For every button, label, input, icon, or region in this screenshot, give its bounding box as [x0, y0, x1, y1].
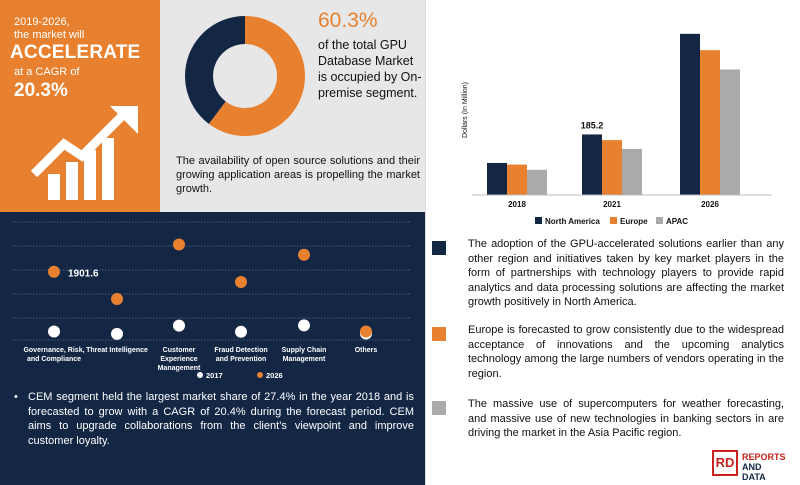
headline-big: ACCELERATE [10, 42, 141, 63]
bullet: • [14, 391, 18, 403]
category-label: Supply Chain [282, 347, 327, 354]
dot-2017-4 [298, 319, 310, 332]
dot-2017-3 [235, 325, 247, 338]
donut-percent: 60.3% [318, 9, 378, 32]
bar-APAC-2018 [527, 169, 547, 195]
dot-2017-1 [111, 327, 123, 340]
legend-label-North America: North America [545, 217, 600, 226]
category-label: Others [355, 347, 378, 354]
segment-panel [0, 212, 425, 485]
bar-North America-2021 [582, 134, 602, 195]
dot-2026-4 [298, 248, 310, 261]
cem-paragraph-text: CEM segment held the largest market shar… [28, 391, 414, 447]
x-tick-label: 2021 [603, 200, 621, 209]
europe-swatch [432, 327, 446, 341]
cem-paragraph: • CEM segment held the largest market sh… [14, 390, 414, 448]
category-label: Management [158, 365, 201, 372]
segment-dot-chart: 1901.6 Governance, Risk, and Compliance Thr… [12, 221, 410, 380]
headline-line1: 2019-2026, [14, 16, 70, 28]
bar-APAC-2021 [622, 148, 642, 195]
bar-North America-2026 [680, 33, 700, 196]
dot-2026-1 [111, 293, 123, 306]
growth-arrow-icon [30, 106, 138, 200]
logo-line1: REPORTS [742, 452, 786, 462]
logo-line2: AND DATA [742, 462, 766, 482]
bar-Europe-2026 [700, 50, 720, 195]
bar-Europe-2021 [602, 140, 622, 195]
legend-swatch-North America [535, 217, 542, 224]
donut-slice [208, 16, 305, 136]
point-north-america: The adoption of the GPU-accelerated solu… [432, 237, 784, 309]
headline-line2: the market will [14, 29, 85, 41]
donut-description: of the total GPU Database Market is occu… [318, 38, 422, 100]
logo-mark: RD [712, 450, 738, 476]
x-tick-label: 2026 [701, 200, 719, 209]
reports-and-data-logo[interactable]: RD REPORTS AND DATA [712, 450, 786, 482]
headline-years: 2019-2026, the market will [14, 16, 154, 42]
dot-2017-0 [48, 325, 60, 338]
category-label: and Compliance [27, 356, 81, 363]
dot-2026-0 [48, 265, 60, 278]
legend-swatch-2026 [257, 372, 263, 378]
category-label: and Prevention [216, 356, 267, 363]
legend-swatch-APAC [656, 217, 663, 224]
y-axis-label: Dollars (In Million) [462, 82, 469, 138]
europe-text: Europe is forecasted to grow consistentl… [468, 324, 784, 380]
north-america-swatch [432, 241, 446, 255]
logo-text: REPORTS AND DATA [742, 452, 786, 482]
category-label: Threat Intelligence [86, 347, 148, 354]
dot-2026-3 [235, 276, 247, 288]
dot-2026-5 [360, 325, 372, 338]
category-label: Experience [160, 356, 197, 363]
x-tick-label: 2018 [508, 200, 526, 209]
apac-swatch [432, 401, 446, 415]
headline-cagr: 20.3% [14, 80, 68, 101]
annotation-label: 185.2 [581, 120, 604, 130]
category-label: Fraud Detection [214, 347, 267, 354]
growth-driver-text: The availability of open source solution… [176, 155, 420, 195]
donut-chart [184, 15, 305, 136]
point-apac: The massive use of supercomputers for we… [432, 397, 784, 443]
legend-label-2017: 2017 [206, 371, 223, 380]
bar-Europe-2018 [507, 164, 527, 195]
annotation-label: 1901.6 [68, 269, 99, 280]
bar-APAC-2026 [720, 69, 740, 195]
legend-label-Europe: Europe [620, 217, 648, 226]
dot-2026-2 [173, 238, 185, 251]
legend-label-APAC: APAC [666, 217, 688, 226]
category-label: Governance, Risk, [23, 347, 84, 354]
north-america-text: The adoption of the GPU-accelerated solu… [468, 238, 784, 308]
apac-text: The massive use of supercomputers for we… [468, 398, 784, 439]
dot-2017-2 [173, 319, 185, 332]
donut-slice [184, 15, 245, 124]
legend-swatch-Europe [610, 217, 617, 224]
point-europe: Europe is forecasted to grow consistentl… [432, 323, 784, 383]
category-label: Customer [163, 347, 196, 354]
legend-label-2026: 2026 [266, 371, 283, 380]
bar-North America-2018 [487, 162, 507, 195]
category-label: Management [283, 356, 326, 363]
divider [425, 0, 426, 485]
regional-bar-chart: 2018 2021 2026 185.2 Dollars (In Million) Nor… [462, 33, 772, 226]
headline-line3: at a CAGR of [14, 66, 80, 78]
legend-swatch-2017 [197, 372, 203, 378]
